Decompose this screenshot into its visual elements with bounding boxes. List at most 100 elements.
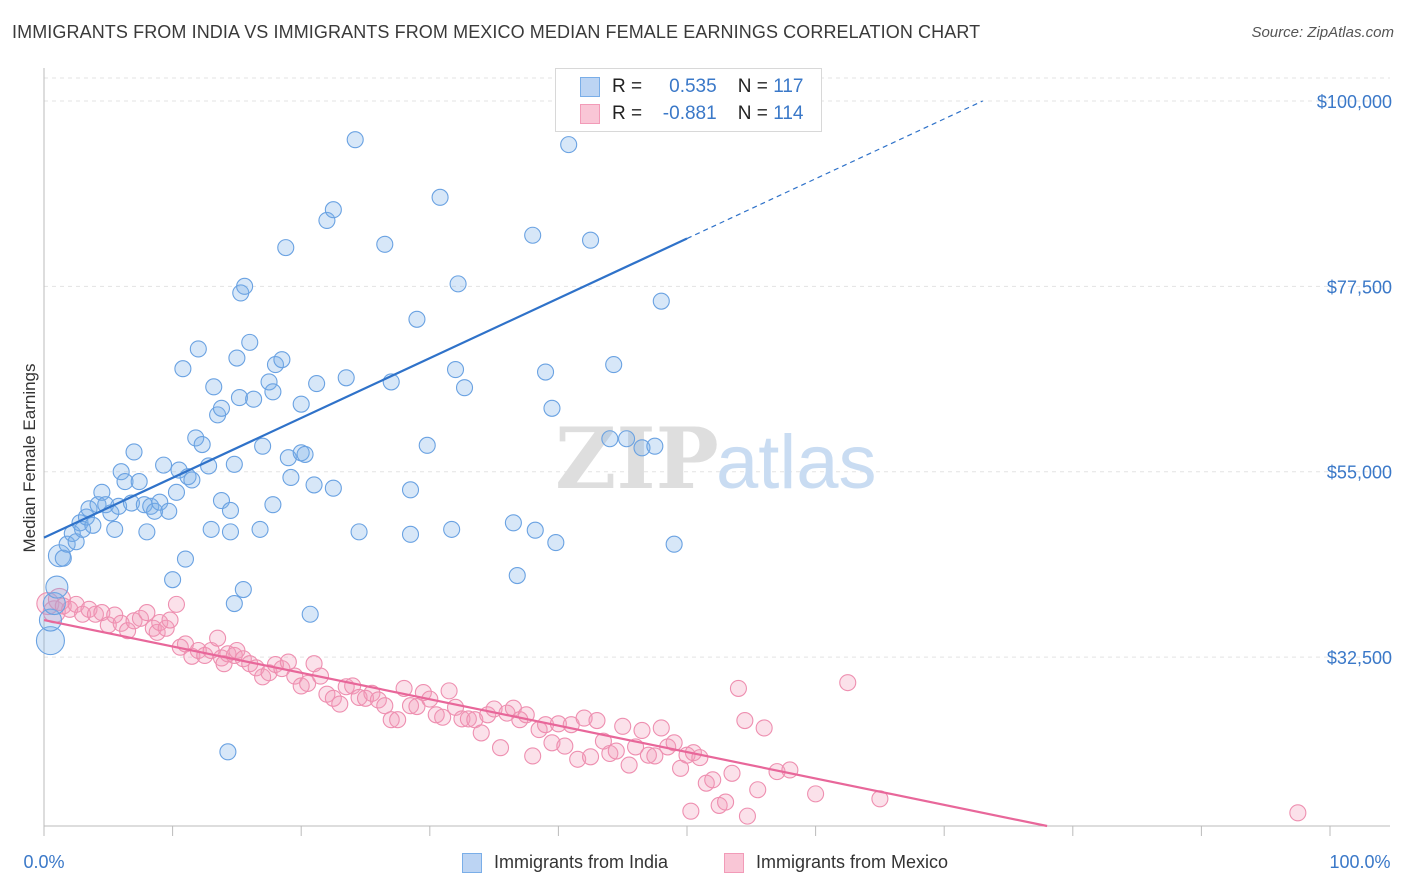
mexico-point (614, 717, 632, 735)
mexico-point (119, 622, 137, 640)
india-point (455, 379, 474, 397)
mexico-point (781, 761, 799, 779)
india-point (228, 349, 246, 367)
india-point (431, 188, 449, 206)
y-axis-label: Median Female Earnings (20, 364, 39, 553)
india-point (401, 525, 420, 543)
mexico-point (620, 756, 638, 774)
india-point (221, 501, 240, 519)
india-point (560, 136, 578, 154)
mexico-point (376, 697, 394, 715)
mexico-point (382, 711, 400, 729)
mexico-point (691, 749, 709, 767)
mexico-point (704, 771, 722, 789)
india-point (212, 399, 231, 417)
series-legend-label-mexico: Immigrants from Mexico (756, 852, 949, 872)
india-point (221, 523, 240, 541)
mexico-point (148, 623, 166, 641)
mexico-point (151, 613, 169, 632)
india-point (318, 211, 336, 229)
mexico-point (665, 734, 683, 752)
mexico-point (755, 719, 773, 737)
india-point (164, 571, 182, 589)
mexico-point (729, 679, 747, 697)
mexico-point (369, 691, 387, 709)
legend-india-r-value: 0.535 (669, 76, 717, 97)
india-point (189, 340, 207, 358)
india-point (84, 516, 102, 534)
legend-mexico-r-value: -0.881 (662, 103, 717, 124)
mexico-point (588, 711, 606, 730)
india-point (193, 435, 211, 454)
y-tick-label: $55,000 (1327, 463, 1392, 483)
mexico-point (363, 684, 381, 702)
india-point (401, 481, 420, 499)
india-point (241, 333, 259, 351)
india-point (605, 356, 623, 374)
india-point (443, 520, 461, 538)
mexico-point (839, 674, 857, 692)
india-point (54, 549, 72, 567)
mexico-point (639, 746, 657, 764)
india-point (230, 389, 249, 407)
india-point (337, 369, 355, 387)
india-point (35, 626, 65, 656)
india-point (350, 523, 368, 541)
mexico-point (299, 674, 317, 693)
india-trend-line (43, 237, 688, 539)
india-point (251, 520, 269, 538)
mexico-point (350, 688, 368, 707)
india-point (508, 566, 526, 585)
india-point (526, 521, 544, 539)
mexico-point (581, 748, 600, 766)
chart-source: Source: ZipAtlas.com (1251, 24, 1394, 41)
mexico-point (575, 709, 593, 727)
mexico-point (331, 695, 349, 713)
india-point (155, 456, 173, 474)
india-point (324, 479, 342, 497)
india-point (601, 430, 619, 448)
india-point (225, 455, 243, 473)
mexico-point (633, 721, 651, 739)
legend-india-n-label: N = (737, 76, 768, 97)
india-point (45, 575, 69, 599)
legend-row-india: R = 0.535 N = 117 (580, 74, 803, 100)
india-point (301, 605, 319, 623)
y-tick-label: $77,500 (1327, 277, 1392, 297)
mexico-point (389, 711, 407, 729)
india-trend-extension (686, 100, 984, 240)
india-point (324, 201, 342, 219)
mexico-point (434, 708, 452, 726)
mexico-point (569, 750, 587, 768)
series-legend-mexico[interactable]: Immigrants from Mexico (724, 852, 948, 873)
mexico-point (86, 605, 104, 623)
india-point (346, 131, 364, 149)
india-point (138, 523, 156, 541)
india-point (536, 363, 555, 381)
legend-swatch-mexico (580, 104, 600, 124)
series-legend-india[interactable]: Immigrants from India (462, 852, 668, 873)
india-point (376, 235, 394, 253)
mexico-point (682, 802, 700, 820)
india-point (176, 550, 195, 568)
y-tick-label: $100,000 (1317, 92, 1392, 112)
india-point (418, 436, 436, 454)
india-points (35, 131, 683, 761)
india-point (151, 493, 169, 511)
india-point (504, 514, 522, 532)
mexico-point (556, 737, 574, 755)
india-point (187, 429, 205, 447)
mexico-point (401, 697, 420, 715)
mexico-point (408, 697, 426, 716)
india-point (146, 502, 164, 520)
india-point (225, 594, 243, 613)
india-point (277, 239, 295, 257)
mexico-point (324, 689, 342, 707)
correlation-legend: R = 0.535 N = 117 R = -0.881 N = 114 (555, 68, 822, 132)
series-legend: Immigrants from India Immigrants from Me… (0, 852, 1406, 878)
mexico-point (138, 604, 156, 622)
mexico-point (738, 807, 756, 825)
mexico-point (543, 734, 561, 752)
india-point (116, 473, 134, 491)
watermark-zip: ZIP (555, 409, 719, 508)
